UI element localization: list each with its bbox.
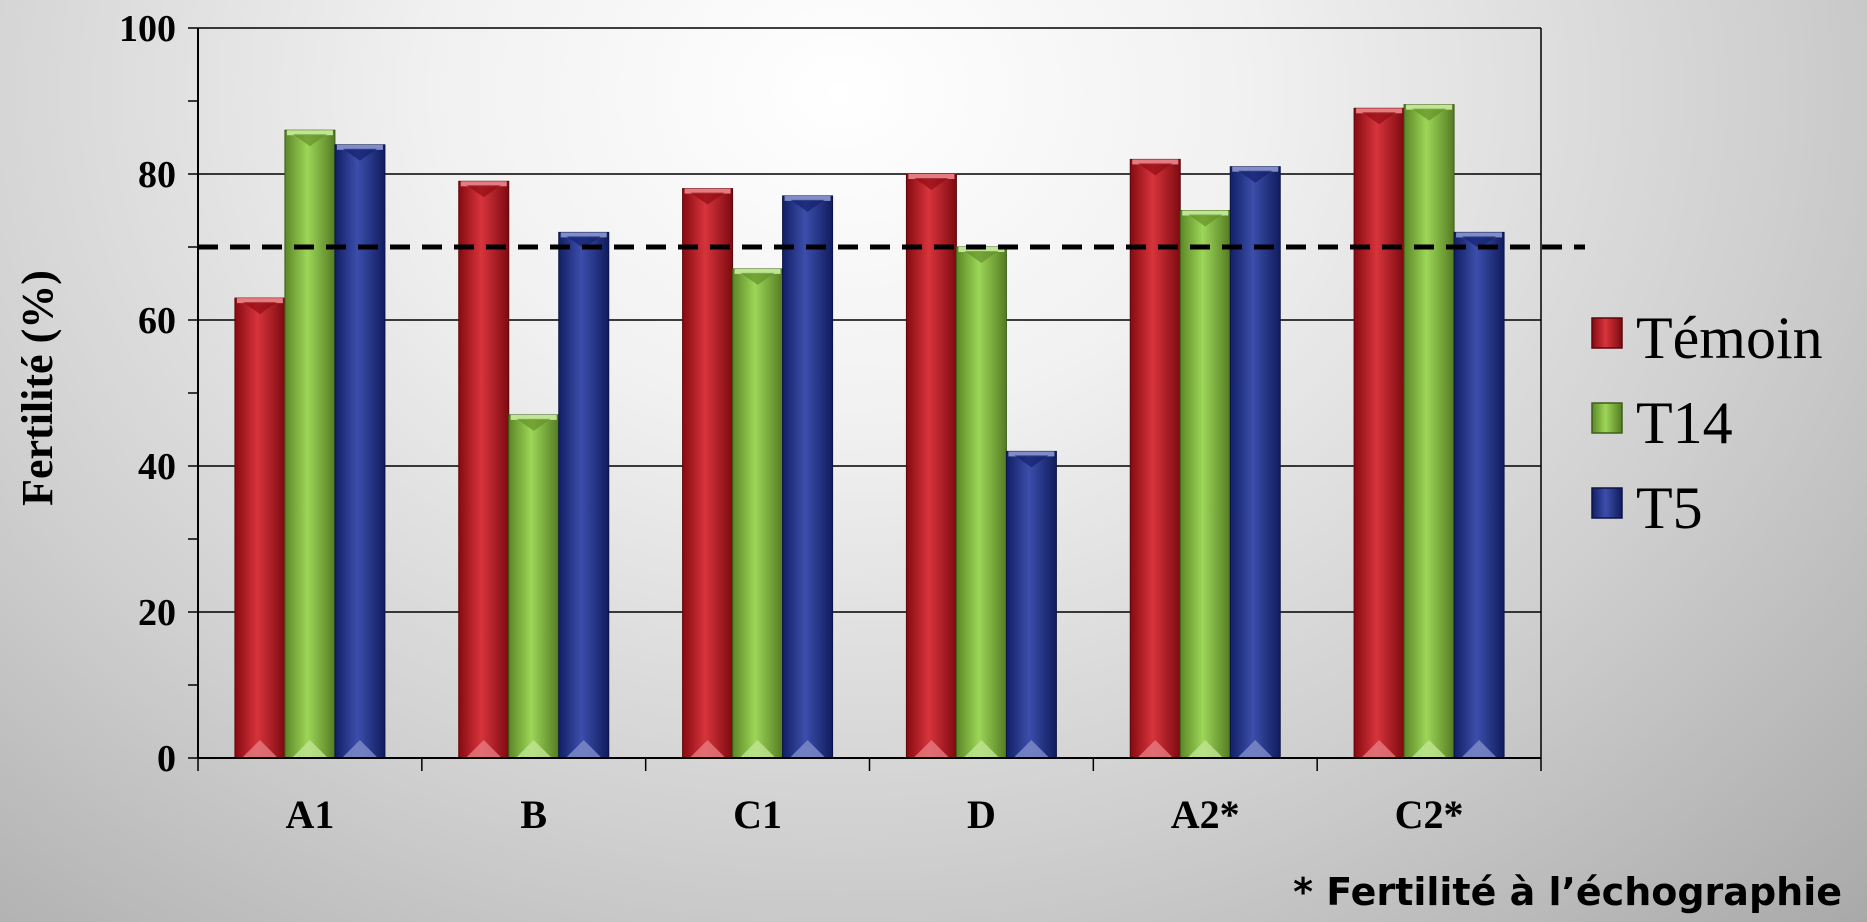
bar xyxy=(1353,107,1405,759)
x-tick-label: C2* xyxy=(1395,792,1464,837)
y-tick-label: 60 xyxy=(138,300,176,342)
y-tick-label: 40 xyxy=(138,446,176,488)
legend-label: Témoin xyxy=(1636,305,1823,371)
bar xyxy=(1005,450,1057,759)
legend-item: T5 xyxy=(1591,475,1703,541)
footnote: * Fertilité à l’échographie xyxy=(1293,870,1842,914)
grid-lines xyxy=(198,27,1541,613)
legend-swatch xyxy=(1591,317,1623,349)
bar xyxy=(334,144,386,759)
y-tick-label: 20 xyxy=(138,592,176,634)
bar xyxy=(458,180,510,759)
bar xyxy=(1453,231,1505,759)
bar xyxy=(1129,158,1181,759)
legend-label: T5 xyxy=(1636,475,1703,541)
y-axis-title: Fertilité (%) xyxy=(13,270,62,506)
x-tick-label: C1 xyxy=(733,792,782,837)
tick-labels: 0 20 40 60 80 100 A1 B C1 D A2* C2* xyxy=(119,8,1464,837)
x-tick-label: A1 xyxy=(285,792,334,837)
bar xyxy=(682,188,734,759)
bar xyxy=(1229,166,1281,759)
y-tick-label: 100 xyxy=(119,8,176,50)
bar xyxy=(558,231,610,759)
bar xyxy=(508,414,560,759)
axes xyxy=(188,27,1542,771)
legend-swatch xyxy=(1591,402,1623,434)
bar xyxy=(284,129,336,759)
x-tick-label: D xyxy=(967,792,996,837)
legend: Témoin T14 T5 xyxy=(1591,305,1823,541)
bar xyxy=(905,173,957,759)
legend-item: Témoin xyxy=(1591,305,1823,371)
bar xyxy=(732,268,784,759)
y-tick-label: 80 xyxy=(138,154,176,196)
bar xyxy=(1179,210,1231,759)
bar xyxy=(1403,104,1455,759)
bars xyxy=(234,104,1505,759)
legend-item: T14 xyxy=(1591,390,1733,456)
x-tick-label: B xyxy=(520,792,547,837)
legend-label: T14 xyxy=(1636,390,1733,456)
bar xyxy=(782,195,834,759)
x-tick-label: A2* xyxy=(1171,792,1240,837)
bar xyxy=(955,246,1007,759)
legend-swatch xyxy=(1591,487,1623,519)
bar xyxy=(234,297,286,759)
y-tick-label: 0 xyxy=(157,738,176,780)
